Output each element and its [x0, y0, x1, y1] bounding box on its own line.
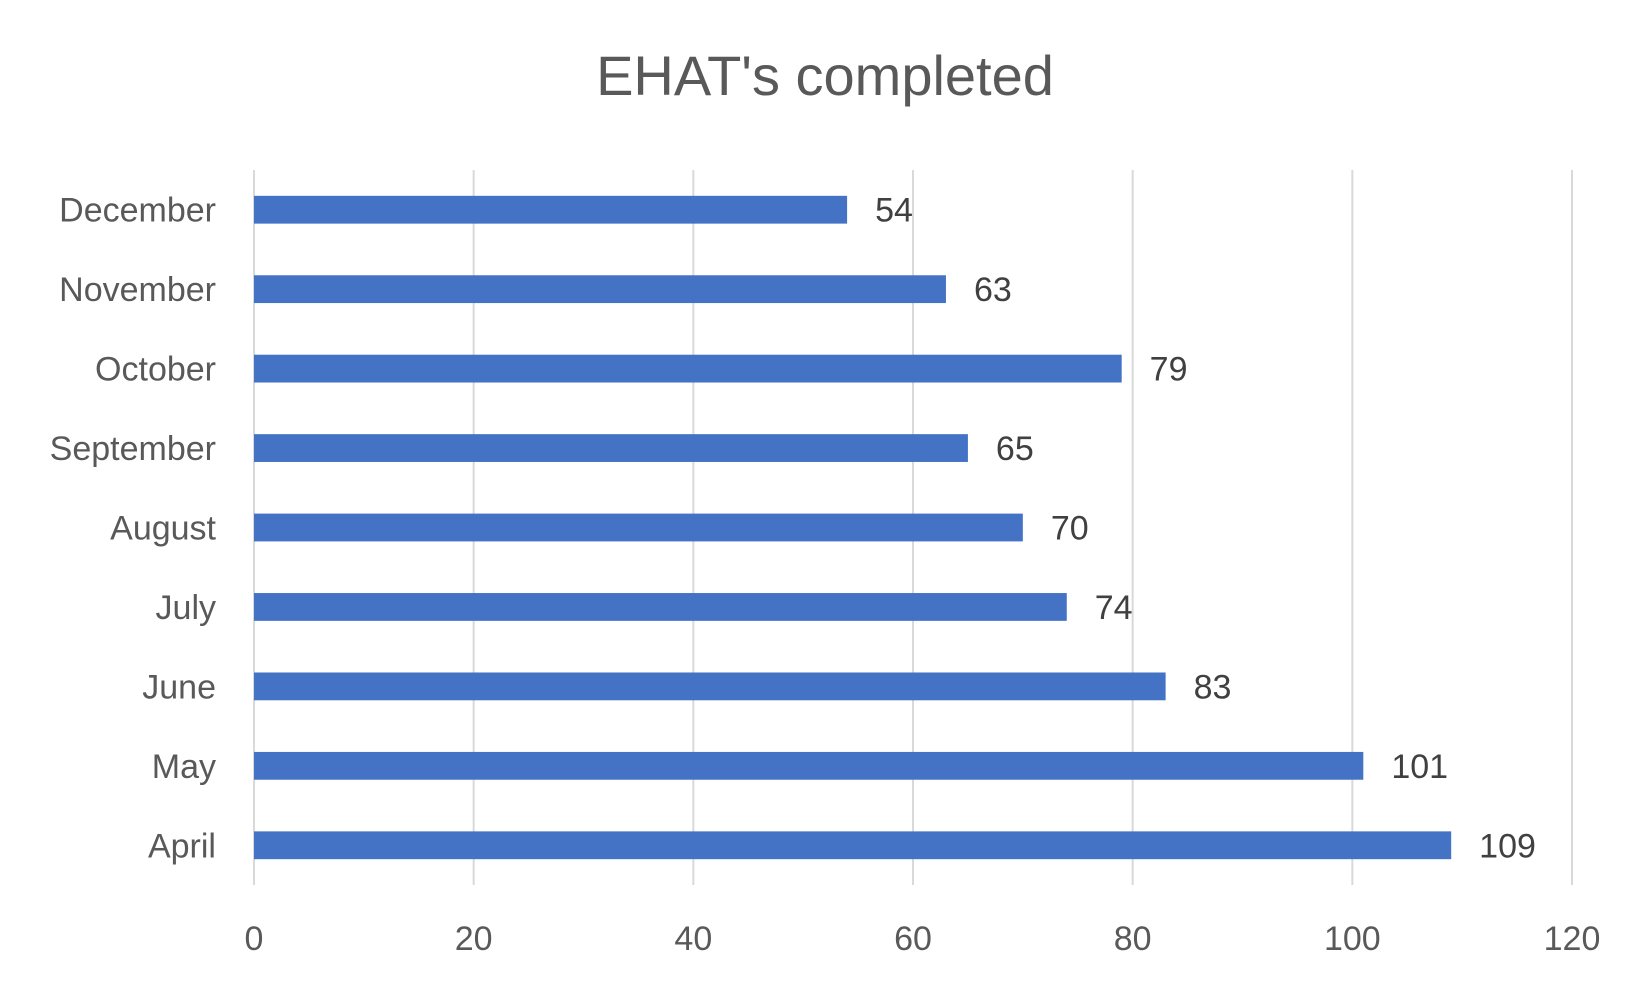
category-label: November	[59, 271, 216, 309]
category-label: October	[95, 351, 216, 389]
bar	[254, 593, 1067, 621]
bar	[254, 275, 946, 304]
x-tick-label: 40	[674, 920, 712, 958]
bar	[254, 513, 1023, 542]
bar	[254, 434, 968, 462]
bar	[254, 672, 1166, 701]
x-tick-label: 60	[894, 920, 932, 958]
bar	[254, 831, 1452, 860]
x-tick-label: 20	[455, 920, 493, 958]
category-label: June	[142, 668, 216, 706]
data-labels: 54 63 79 65 70 74 83 101 109	[875, 192, 1536, 866]
data-label: 65	[996, 430, 1034, 468]
category-label: August	[110, 510, 216, 548]
x-tick-label: 100	[1324, 920, 1381, 958]
data-label: 70	[1051, 510, 1089, 548]
data-label: 54	[875, 192, 913, 230]
data-label: 74	[1095, 589, 1133, 627]
category-label: April	[148, 827, 216, 865]
data-label: 109	[1479, 827, 1536, 865]
category-label: December	[59, 192, 216, 230]
category-label: September	[50, 430, 216, 468]
x-tick-label: 80	[1114, 920, 1152, 958]
chart-title: EHAT's completed	[596, 44, 1054, 107]
x-tick-label: 120	[1544, 920, 1601, 958]
category-label: July	[156, 589, 216, 627]
bars	[254, 195, 1452, 860]
category-label: May	[152, 748, 216, 786]
bar	[254, 751, 1364, 780]
data-label: 79	[1150, 351, 1188, 389]
data-label: 63	[974, 271, 1012, 309]
bar	[254, 195, 848, 224]
x-tick-label: 0	[245, 920, 264, 958]
data-label: 101	[1391, 748, 1448, 786]
data-label: 83	[1194, 668, 1232, 706]
category-labels: December November October September August Ju…	[50, 192, 217, 866]
x-axis-tick-labels: 0 20 40 60 80 100 120	[245, 920, 1601, 958]
bar	[254, 354, 1122, 383]
